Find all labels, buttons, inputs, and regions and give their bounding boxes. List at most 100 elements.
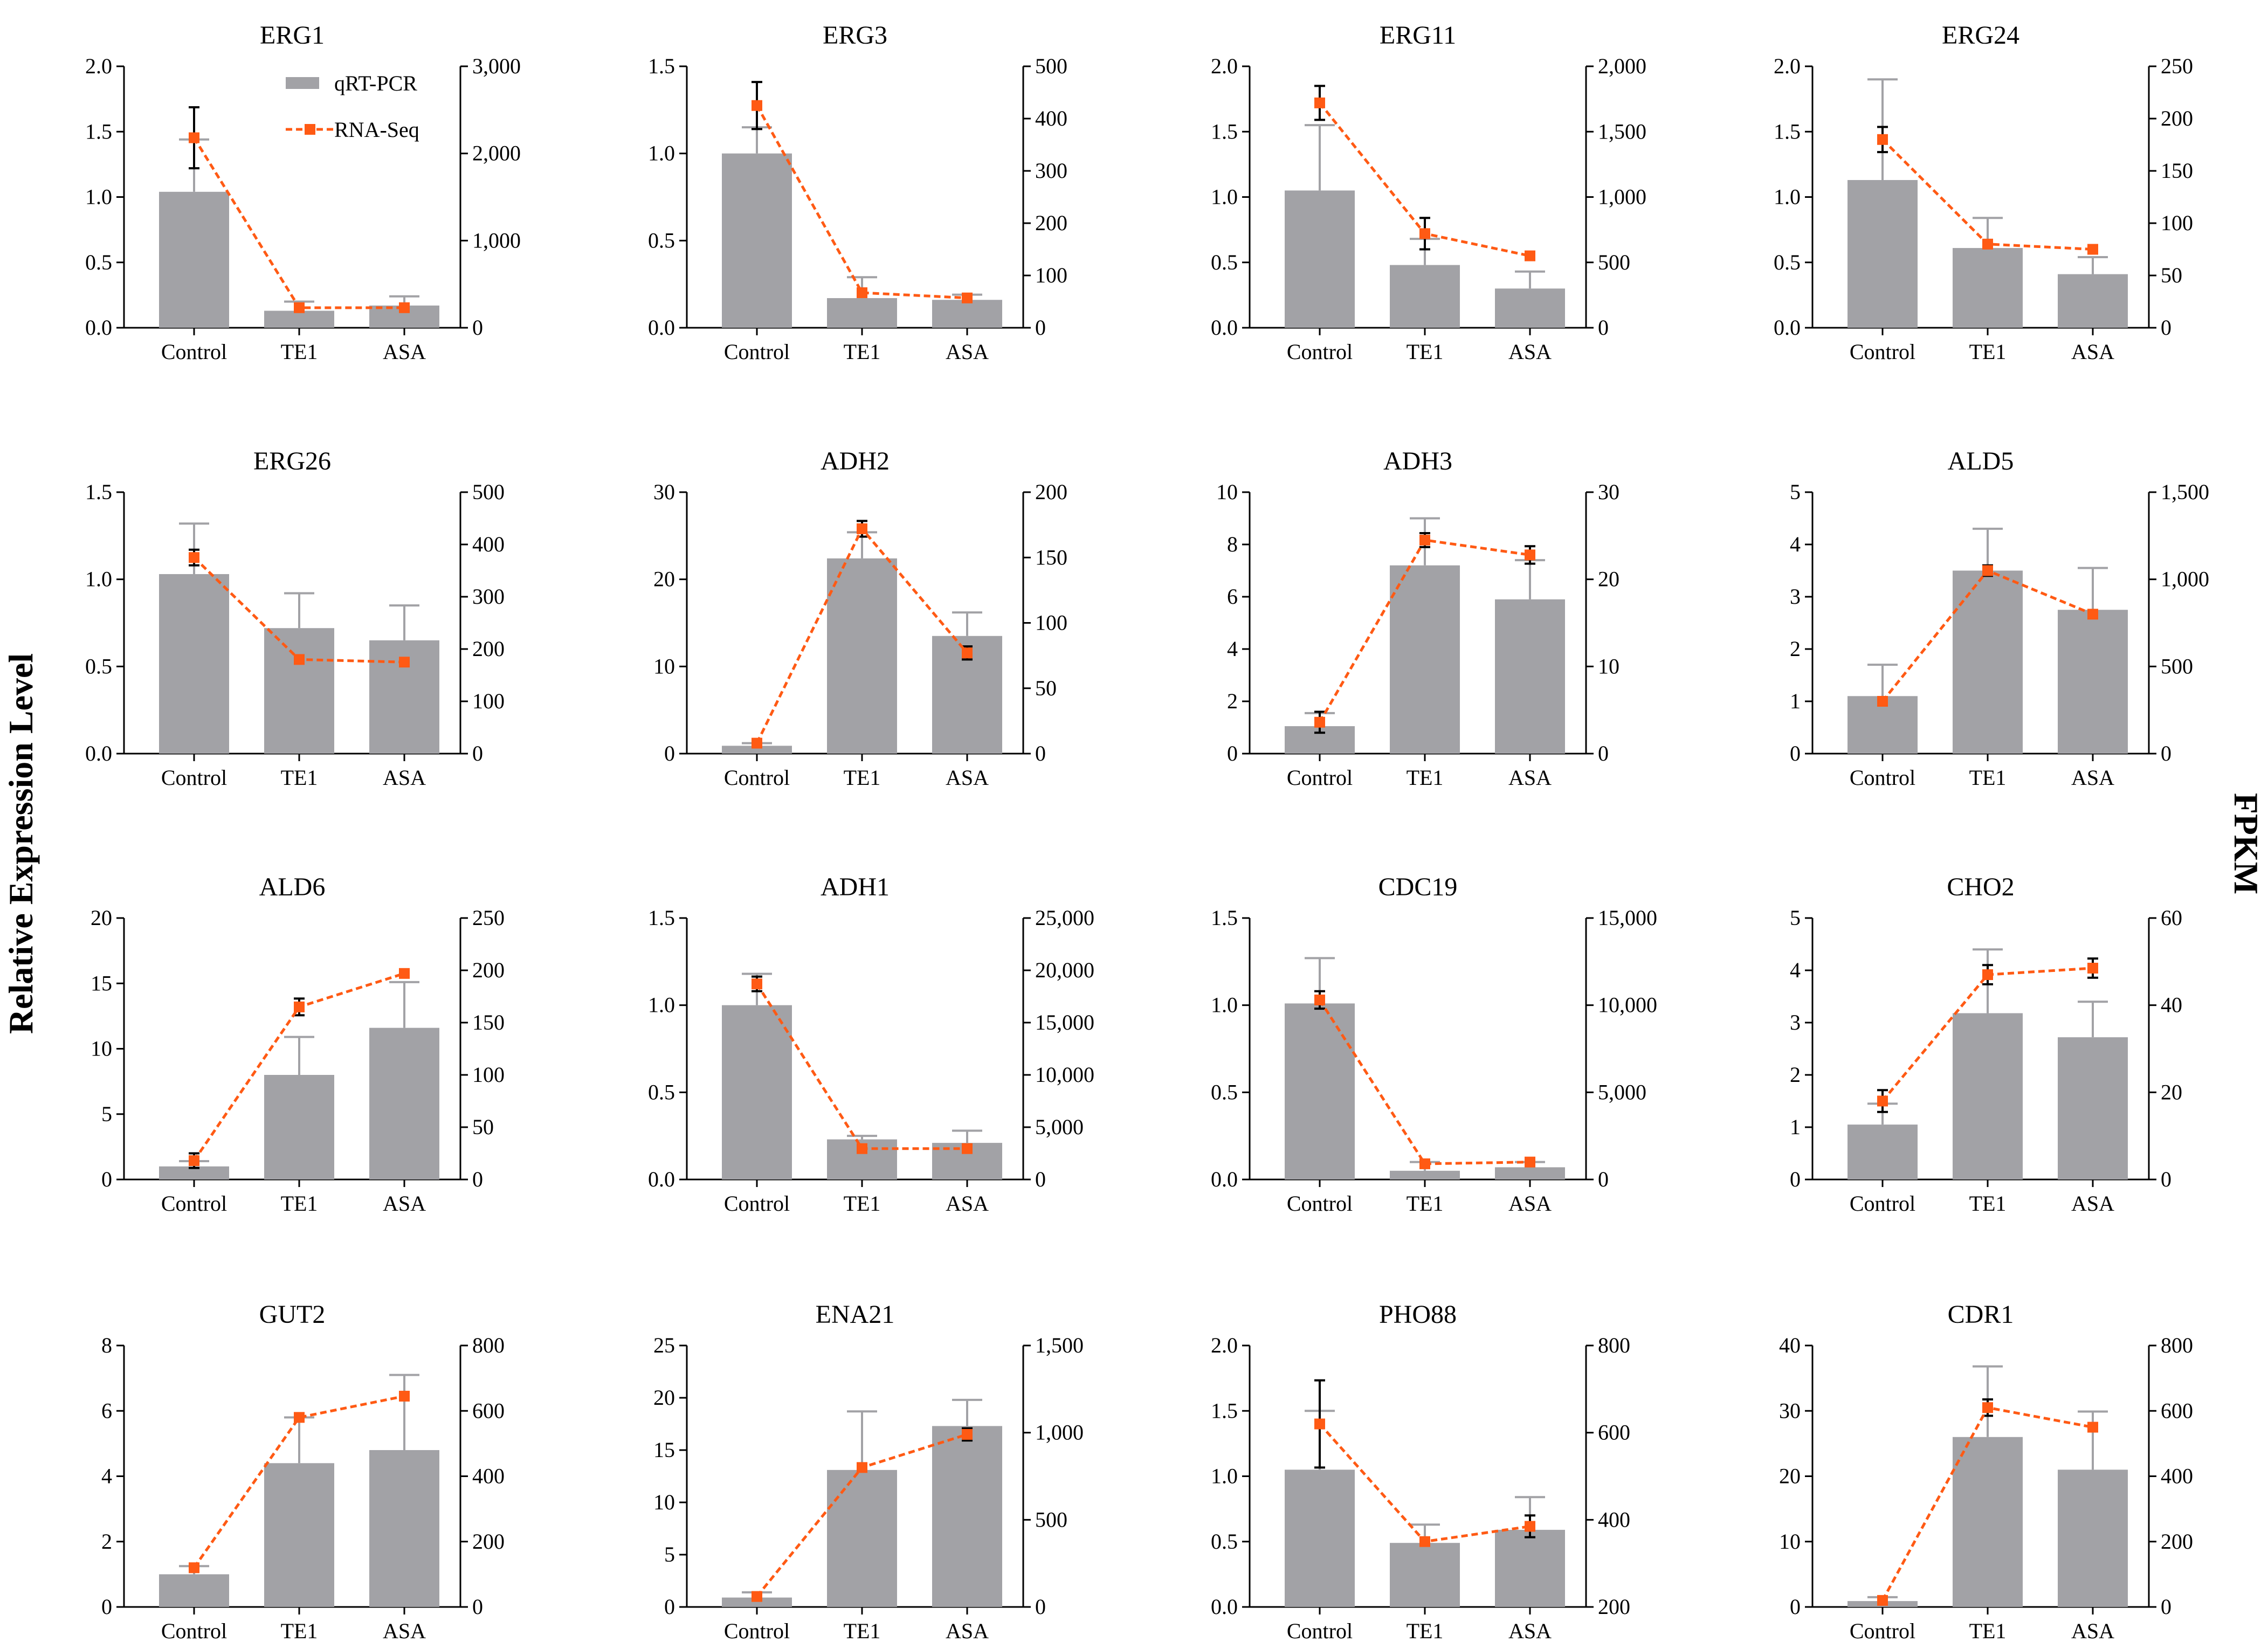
bar-asa: [2058, 1037, 2128, 1179]
left-tick-label: 1.5: [648, 906, 675, 930]
x-tick-label: Control: [724, 1619, 790, 1643]
left-tick-label: 20: [1779, 1464, 1801, 1488]
bar-control: [1285, 1003, 1355, 1179]
x-tick-label: TE1: [1969, 340, 2007, 364]
right-tick-label: 500: [1035, 54, 1067, 78]
left-tick-label: 8: [101, 1333, 112, 1357]
left-tick-label: 5: [101, 1102, 112, 1126]
legend-bar-swatch: [286, 77, 319, 89]
right-tick-label: 15,000: [1035, 1010, 1094, 1034]
rna-seq-point-asa: [2087, 1422, 2098, 1433]
right-tick-label: 0: [1598, 315, 1609, 340]
right-tick-label: 100: [2161, 211, 2193, 235]
right-tick-label: 20,000: [1035, 958, 1094, 982]
x-tick-label: ASA: [946, 1191, 989, 1216]
right-tick-label: 100: [472, 1062, 505, 1087]
right-tick-label: 2,000: [472, 141, 521, 165]
rna-seq-point-control: [1314, 97, 1325, 108]
bar-te1: [1953, 1013, 2023, 1179]
bar-control: [722, 153, 792, 328]
right-tick-label: 200: [2161, 106, 2193, 130]
x-tick-label: ASA: [2071, 765, 2114, 790]
right-tick-label: 800: [2161, 1333, 2193, 1357]
right-tick-label: 0: [1598, 741, 1609, 765]
rna-seq-point-te1: [1419, 228, 1430, 239]
left-tick-label: 0.0: [1211, 315, 1238, 340]
right-tick-label: 20: [1598, 567, 1619, 591]
x-tick-label: Control: [161, 765, 227, 790]
left-tick-label: 10: [1779, 1529, 1801, 1554]
left-tick-label: 2: [1790, 637, 1801, 661]
chart-title: ERG11: [1380, 21, 1456, 50]
right-tick-label: 0: [472, 741, 483, 765]
chart-panel-cho2: CHO2 0 1 2 3 4 5 0 20 40 60 Control TE1 ASA: [1790, 873, 2182, 1216]
rna-seq-point-asa: [2087, 609, 2098, 620]
bar-asa: [1495, 288, 1565, 328]
bar-control: [722, 1005, 792, 1179]
left-tick-label: 10: [653, 654, 675, 678]
x-tick-label: ASA: [1508, 765, 1552, 790]
bar-asa: [1495, 599, 1565, 754]
rna-seq-point-te1: [294, 654, 305, 665]
right-tick-label: 50: [472, 1115, 494, 1139]
right-tick-label: 50: [2161, 263, 2182, 287]
bar-control: [1848, 1124, 1918, 1179]
bar-asa: [2058, 610, 2128, 754]
bar-control: [722, 1597, 792, 1607]
bar-te1: [827, 558, 897, 754]
chart-panel-adh3: ADH3 0 2 4 6 8 10 0 10 20 30 Control TE1 ASA: [1216, 447, 1619, 790]
x-tick-label: TE1: [844, 340, 881, 364]
left-tick-label: 5: [1790, 906, 1801, 930]
left-tick-label: 0.0: [85, 741, 112, 765]
right-tick-label: 0: [1035, 1595, 1046, 1619]
left-tick-label: 0: [1790, 1167, 1801, 1191]
bar-control: [159, 574, 229, 754]
right-tick-label: 100: [1035, 611, 1067, 635]
rna-seq-point-control: [1877, 134, 1888, 145]
x-tick-label: ASA: [383, 340, 426, 364]
left-tick-label: 2: [1790, 1062, 1801, 1087]
left-tick-label: 0: [1790, 741, 1801, 765]
right-tick-label: 300: [1035, 158, 1067, 183]
x-tick-label: TE1: [1407, 765, 1444, 790]
right-tick-label: 100: [1035, 263, 1067, 287]
left-tick-label: 30: [653, 480, 675, 504]
x-tick-label: ASA: [946, 765, 989, 790]
right-tick-label: 300: [472, 584, 505, 609]
bar-control: [159, 191, 229, 328]
rna-seq-point-asa: [962, 292, 973, 303]
right-tick-label: 1,500: [1035, 1333, 1084, 1357]
bar-te1: [827, 298, 897, 328]
left-tick-label: 30: [1779, 1398, 1801, 1423]
left-tick-label: 1.0: [1774, 185, 1801, 209]
left-tick-label: 1.5: [648, 54, 675, 78]
right-tick-label: 200: [1598, 1595, 1630, 1619]
bar-asa: [932, 300, 1002, 328]
chart-title: ERG3: [823, 21, 887, 50]
rna-seq-point-te1: [1982, 565, 1993, 576]
right-tick-label: 250: [472, 906, 505, 930]
rna-seq-point-te1: [857, 1462, 867, 1473]
left-tick-label: 4: [1790, 532, 1801, 556]
left-tick-label: 20: [91, 906, 112, 930]
left-tick-label: 5: [1790, 480, 1801, 504]
rna-seq-point-asa: [962, 1143, 973, 1154]
rna-seq-point-control: [752, 978, 762, 990]
right-tick-label: 0: [2161, 741, 2172, 765]
rna-seq-point-te1: [294, 302, 305, 313]
left-tick-label: 15: [653, 1438, 675, 1462]
x-tick-label: Control: [1287, 1191, 1353, 1216]
left-tick-label: 2: [101, 1529, 112, 1554]
left-tick-label: 1.0: [85, 567, 112, 591]
left-tick-label: 10: [653, 1490, 675, 1514]
bar-control: [1285, 1469, 1355, 1607]
right-tick-label: 10,000: [1035, 1062, 1094, 1087]
right-tick-label: 600: [1598, 1420, 1630, 1445]
legend-line-label: RNA-Seq: [334, 118, 419, 142]
right-tick-label: 0: [472, 1167, 483, 1191]
right-tick-label: 500: [472, 480, 505, 504]
chart-panel-adh1: ADH1 0.0 0.5 1.0 1.5 0 5,000 10,000 15,000 20,000…: [648, 873, 1094, 1216]
left-tick-label: 0.5: [648, 228, 675, 252]
bar-te1: [264, 628, 334, 754]
